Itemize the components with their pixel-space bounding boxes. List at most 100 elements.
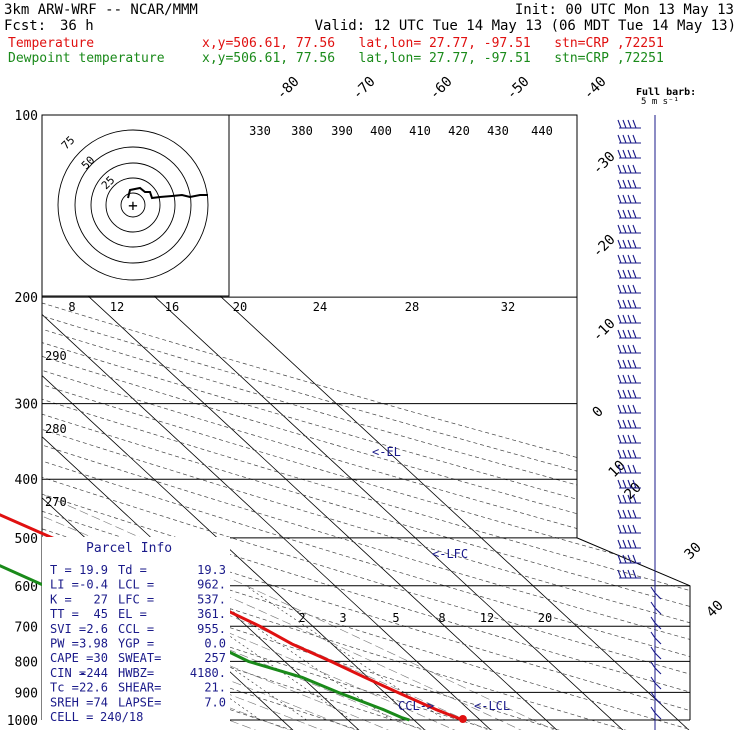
parcel-value: 22.6 — [79, 681, 108, 695]
moist-adiabat — [42, 296, 560, 730]
wind-barb — [617, 449, 641, 459]
wind-barb — [617, 314, 641, 324]
parcel-label: PW = — [50, 637, 79, 651]
barb-note-label: Full barb: — [636, 87, 696, 98]
parcel-label: YGP = — [118, 637, 154, 651]
dry-adiabat — [42, 127, 690, 730]
pressure-tick-label: 800 — [15, 655, 38, 670]
mixing-ratio-label: 12 — [480, 611, 494, 625]
parcel-label: HWBZ= — [118, 666, 154, 680]
pressure-tick-label: 400 — [15, 473, 38, 488]
mixing-ratio-label: 20 — [538, 611, 552, 625]
wind-barbs — [617, 115, 662, 730]
isotherm-label: -20 — [590, 232, 619, 261]
sounding-profiles — [0, 513, 467, 723]
level-annotation: CCL-> — [398, 699, 434, 713]
wind-barb — [650, 601, 662, 615]
wind-barb — [617, 569, 641, 579]
mixing-ratio-label: 3 — [339, 611, 346, 625]
level-annotation: <-LCL — [474, 699, 510, 713]
speed-scale-label: 20 — [233, 300, 247, 314]
wind-barb — [617, 359, 641, 369]
parcel-value: 21. — [204, 681, 226, 695]
hodograph-ring — [105, 177, 161, 233]
parcel-label: CCL = — [118, 622, 154, 636]
moist-adiabat — [42, 296, 329, 730]
parcel-label: LFC = — [118, 592, 154, 606]
speed-scale-label: 24 — [313, 300, 327, 314]
isotherm-label: 40 — [704, 598, 727, 621]
parcel-label: T = — [50, 563, 72, 577]
dry-adiabat — [42, 127, 690, 730]
parcel-label: TT = — [50, 607, 79, 621]
parcel-value: 3.98 — [79, 637, 108, 651]
isotherm-label: 30 — [682, 540, 705, 563]
dewpoint-legend-label: Dewpoint temperature — [8, 51, 165, 66]
wind-barb — [617, 179, 641, 189]
moist-adiabat — [42, 296, 461, 730]
dry-adiabat — [42, 127, 690, 730]
parcel-label: LCL = — [118, 578, 154, 592]
fcst-value: 36 h — [60, 18, 94, 34]
parcel-value: 74 — [94, 695, 108, 709]
parcel-info-box: Parcel Info T = 19.9 Td = 19.3 LI = -0.4 LCL = 9… — [42, 537, 230, 730]
mixing-ratio-label: 2 — [298, 611, 305, 625]
theta-label: 420 — [448, 124, 470, 138]
wind-barb — [617, 164, 641, 174]
parcel-value: 4180. — [190, 666, 226, 680]
dry-adiabat — [42, 127, 690, 730]
wind-barb — [650, 586, 662, 600]
wind-barb — [617, 254, 641, 264]
hodograph-box — [41, 114, 230, 297]
pressure-tick-labels: 100 200 300 400 500 600 700 800 900 1000 — [7, 109, 38, 729]
hodograph-ring — [57, 129, 209, 281]
theta-side-label: 270 — [45, 495, 67, 509]
speed-scale-label: 16 — [165, 300, 179, 314]
wind-barb — [617, 464, 641, 474]
speed-scale-label: 8 — [68, 300, 75, 314]
pressure-tick-label: 300 — [15, 398, 38, 413]
model-title: 3km ARW-WRF -- NCAR/MMM — [4, 2, 198, 18]
barb-note-units: 5 m s⁻¹ — [641, 97, 679, 107]
theta-label: 440 — [531, 124, 553, 138]
parcel-label: K = — [50, 592, 72, 606]
parcel-value: 19.3 — [197, 563, 226, 577]
theta-side-label: 290 — [45, 349, 67, 363]
parcel-title: Parcel Info — [86, 541, 172, 556]
wind-barb — [617, 284, 641, 294]
dry-adiabat — [42, 127, 635, 730]
parcel-value: 257 — [204, 651, 226, 665]
isotherm-label: 0 — [590, 404, 607, 421]
parcel-label: CIN = — [50, 666, 86, 680]
wind-barb — [617, 479, 641, 489]
theta-side-label: 280 — [45, 422, 67, 436]
wind-barb — [617, 134, 641, 144]
isotherm-label: -80 — [274, 74, 303, 103]
wind-barb — [617, 224, 641, 234]
wind-barb — [650, 661, 662, 675]
pressure-tick-label: 200 — [15, 291, 38, 306]
wind-barb — [617, 269, 641, 279]
dry-adiabat — [0, 128, 32, 733]
hodograph-ring — [120, 192, 146, 218]
isotherm-label: 10 — [606, 458, 629, 481]
parcel-value: -244 — [79, 666, 108, 680]
theta-label: 430 — [487, 124, 509, 138]
theta-label: 410 — [409, 124, 431, 138]
wind-barb — [617, 194, 641, 204]
wind-barb — [650, 676, 662, 690]
theta-label: 400 — [370, 124, 392, 138]
parcel-value: 27 — [94, 592, 108, 606]
pressure-tick-label: 100 — [15, 109, 38, 124]
valid-time: Valid: 12 UTC Tue 14 May 13 (06 MDT Tue … — [314, 18, 736, 34]
hodograph-center: + — [128, 196, 138, 215]
level-annotation: <-EL — [372, 445, 401, 459]
parcel-value: 7.0 — [204, 695, 226, 709]
wind-barb — [617, 494, 641, 504]
hodograph-trace — [127, 186, 208, 200]
wind-barb — [617, 374, 641, 384]
temperature-legend-info: x,y=506.61, 77.56 lat,lon= 27.77, -97.51… — [202, 36, 664, 51]
wind-barb — [617, 119, 641, 129]
